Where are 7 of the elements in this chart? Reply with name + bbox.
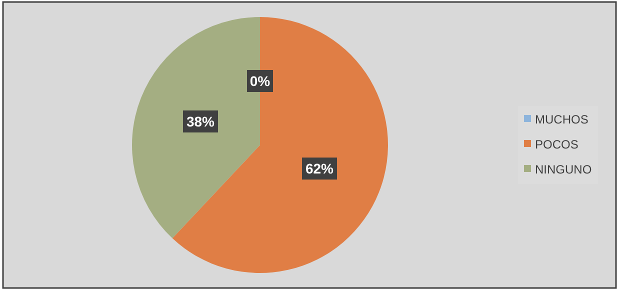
legend-label: NINGUNO	[535, 162, 592, 176]
pie-slice	[172, 17, 388, 273]
legend-label: MUCHOS	[535, 112, 588, 126]
legend-label: POCOS	[535, 137, 578, 152]
data-label: 38%	[186, 113, 216, 130]
data-label: 62%	[305, 160, 334, 177]
text: 0%	[250, 73, 270, 90]
